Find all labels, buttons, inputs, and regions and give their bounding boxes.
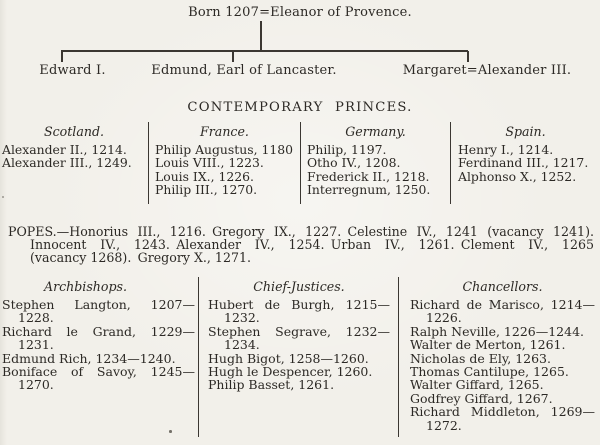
official-entry-line: Nicholas de Ely, 1263. [410, 350, 551, 366]
tree-child-margaret: Margaret=Alexander III. [402, 63, 572, 78]
officials-column-chief-justices: Chief-Justices. Hubert de Burgh, 1215— 123… [198, 277, 398, 437]
official-entry-line: Hugh le Despencer, 1260. [208, 364, 373, 380]
official-entry-line: Godfrey Giffard, 1267. [410, 390, 553, 406]
princes-column-france: France. Philip Augustus, 1180 Louis VIII.,… [148, 122, 300, 204]
officials-header-archbishops: Archbishops. [43, 279, 128, 294]
official-entry-line: Edmund Rich, 1234—1240. [2, 350, 176, 366]
tree-sibling-line [61, 50, 468, 52]
popes-paragraph: POPES.—Honorius III., 1216. Gregory IX.,… [8, 224, 594, 265]
princes-header-spain: Spain. [505, 124, 546, 139]
tree-tick-edward [61, 51, 63, 62]
officials-column-chancellors: Chancellors. Richard de Marisco, 1214— 122… [398, 277, 600, 437]
prince-item: Louis VIII., 1223. [155, 155, 264, 171]
official-entry-line: 1270. [18, 377, 54, 393]
official-entry: Richard le Grand, 1229— 1231. [2, 323, 195, 353]
official-entry-line: Philip Basset, 1261. [208, 377, 335, 393]
official-entry-line: Walter de Merton, 1261. [410, 337, 566, 353]
official-entry-line: 1232. [224, 310, 260, 326]
tree-tick-edmund [232, 51, 234, 62]
official-entry-line: 1226. [426, 310, 462, 326]
prince-item: Interregnum, 1250. [307, 181, 431, 197]
official-entry-line: Thomas Cantilupe, 1265. [410, 364, 569, 380]
princes-column-germany: Germany. Philip, 1197. Otho IV., 1208. Fred… [300, 122, 450, 204]
official-entry: Richard de Marisco, 1214— 1226. [410, 298, 595, 325]
official-entry: Stephen Segrave, 1232— 1234. [208, 323, 390, 353]
popes-line: Innocent IV., 1243. Alexander IV., 1254.… [30, 236, 594, 252]
tree-child-edward: Edward I. [39, 63, 106, 78]
official-entry: Walter de Merton, 1261. [410, 337, 595, 353]
official-entry-line: Ralph Neville, 1226—1244. [410, 323, 585, 339]
prince-item: Philip, 1197. [307, 142, 387, 157]
tree-parents-label: Born 1207=Eleanor of Provence. [188, 5, 412, 20]
prince-item: Henry I., 1214. [458, 142, 554, 157]
princes-column-spain: Spain. Henry I., 1214. Ferdinand III., 121… [450, 122, 600, 204]
official-entry: Ralph Neville, 1226—1244. [410, 323, 595, 339]
official-entry-line: 1234. [224, 337, 260, 353]
official-entry-line: Richard de Marisco, 1214— [410, 297, 595, 312]
official-entry-line: Richard Middleton, 1269— [410, 404, 595, 420]
princes-header-germany: Germany. [345, 124, 406, 139]
official-entry-line: Hubert de Burgh, 1215— [208, 297, 390, 312]
prince-item: Alexander II., 1214. [2, 142, 127, 157]
princes-header-france: France. [200, 124, 249, 139]
official-entry-line: Boniface of Savoy, 1245— [2, 364, 195, 380]
official-entry-line: 1272. [426, 417, 462, 433]
popes-line: POPES.—Honorius III., 1216. Gregory IX.,… [8, 224, 594, 239]
official-entry-line: 1231. [18, 337, 54, 353]
official-entry: Hugh le Despencer, 1260. [208, 364, 390, 380]
prince-item: Alphonso X., 1252. [458, 168, 577, 184]
prince-item: Louis IX., 1226. [155, 168, 254, 184]
popes-line: (vacancy 1268). Gregory X., 1271. [30, 249, 251, 265]
official-entry: Nicholas de Ely, 1263. [410, 350, 595, 366]
tree-tick-margaret [467, 51, 469, 62]
official-entry: Hubert de Burgh, 1215— 1232. [208, 298, 390, 325]
officials-header-chancellors: Chancellors. [462, 279, 543, 294]
officials-table: Archbishops. Stephen Langton, 1207— 1228. R… [0, 277, 600, 437]
officials-header-chief-justices: Chief-Justices. [253, 279, 345, 294]
official-entry: Godfrey Giffard, 1267. [410, 390, 595, 406]
scan-speck [2, 196, 4, 198]
official-entry: Thomas Cantilupe, 1265. [410, 364, 595, 380]
prince-item: Frederick II., 1218. [307, 168, 430, 184]
official-entry: Edmund Rich, 1234—1240. [2, 350, 195, 366]
princes-table: Scotland. Alexander II., 1214. Alexander I… [0, 122, 600, 204]
tree-descent-line [260, 21, 262, 51]
scan-speck [169, 430, 172, 433]
princes-header-scotland: Scotland. [43, 124, 105, 139]
official-entry: Philip Basset, 1261. [208, 377, 390, 393]
official-entry-line: Richard le Grand, 1229— [2, 323, 195, 339]
section-title: CONTEMPORARY PRINCES. [187, 100, 413, 115]
prince-item: Ferdinand III., 1217. [458, 155, 589, 171]
official-entry-line: Stephen Segrave, 1232— [208, 323, 390, 339]
official-entry: Boniface of Savoy, 1245— 1270. [2, 365, 195, 392]
tree-child-edmund: Edmund, Earl of Lancaster. [151, 63, 337, 78]
official-entry-line: 1228. [18, 310, 54, 326]
official-entry-line: Stephen Langton, 1207— [2, 297, 195, 312]
official-entry: Stephen Langton, 1207— 1228. [2, 298, 195, 325]
prince-item: Otho IV., 1208. [307, 155, 401, 171]
prince-item: Philip III., 1270. [155, 181, 258, 197]
official-entry: Richard Middleton, 1269— 1272. [410, 405, 595, 432]
princes-column-scotland: Scotland. Alexander II., 1214. Alexander I… [0, 122, 148, 204]
officials-column-archbishops: Archbishops. Stephen Langton, 1207— 1228. R… [0, 277, 198, 437]
official-entry: Hugh Bigot, 1258—1260. [208, 350, 390, 366]
prince-item: Alexander III., 1249. [2, 155, 132, 171]
prince-item: Philip Augustus, 1180 [155, 142, 294, 157]
official-entry-line: Walter Giffard, 1265. [410, 377, 544, 393]
official-entry-line: Hugh Bigot, 1258—1260. [208, 350, 369, 366]
official-entry: Walter Giffard, 1265. [410, 377, 595, 393]
